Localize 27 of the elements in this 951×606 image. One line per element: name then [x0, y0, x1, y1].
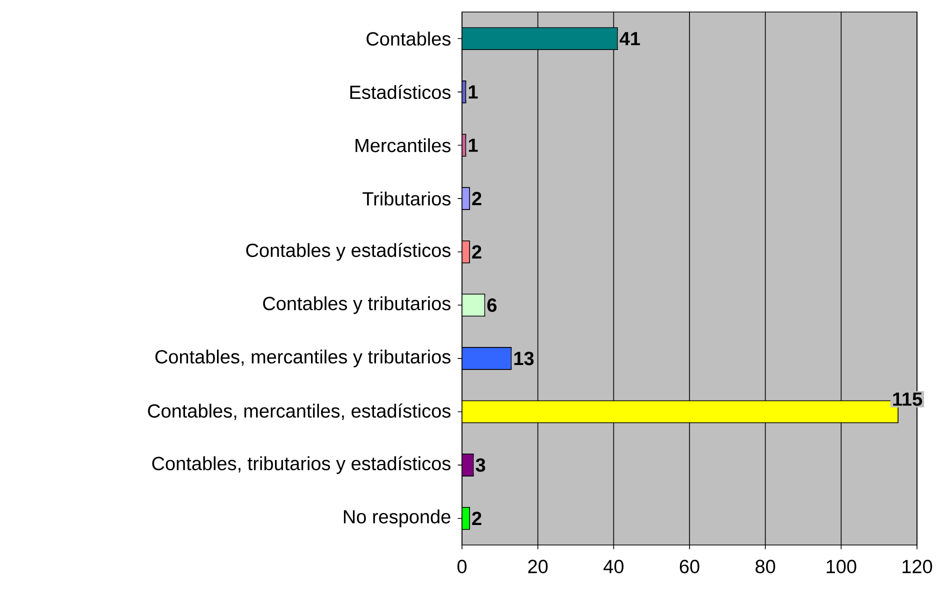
y-tick-label: Contables, mercantiles, estadísticos [148, 404, 450, 420]
data-label: 1 [468, 138, 478, 152]
data-label: 115 [893, 392, 922, 406]
data-label: 2 [472, 245, 482, 258]
data-label: 1 [468, 85, 478, 98]
data-label: 2 [472, 512, 482, 525]
x-tick-label: 60 [680, 560, 700, 574]
x-tick-label: 80 [756, 560, 776, 574]
data-label: 3 [476, 458, 486, 472]
x-tick-label: 120 [902, 560, 932, 574]
data-label: 6 [487, 298, 497, 312]
y-tick-label: Tributarios [362, 192, 450, 206]
y-tick-label: No responde [344, 510, 450, 528]
y-tick-label: Contables y estadísticos [246, 242, 450, 261]
y-tick-label: Contables, tributarios y estadísticos [152, 456, 450, 474]
y-tick-label: Contables, mercantiles y tributarios [155, 350, 450, 368]
x-tick-label: 20 [528, 560, 548, 574]
x-tick-label: 40 [604, 560, 624, 574]
y-tick-label: Mercantiles [356, 138, 450, 152]
y-tick-label: Estadísticos [350, 84, 451, 100]
x-tick-label: 100 [826, 560, 856, 574]
y-tick-label: Contables [366, 32, 450, 46]
data-label: 13 [514, 352, 534, 366]
y-tick-label: Contables y tributarios [263, 296, 450, 314]
x-tick-label: 0 [457, 560, 467, 574]
data-label: 41 [620, 32, 640, 46]
data-label: 2 [472, 192, 482, 206]
